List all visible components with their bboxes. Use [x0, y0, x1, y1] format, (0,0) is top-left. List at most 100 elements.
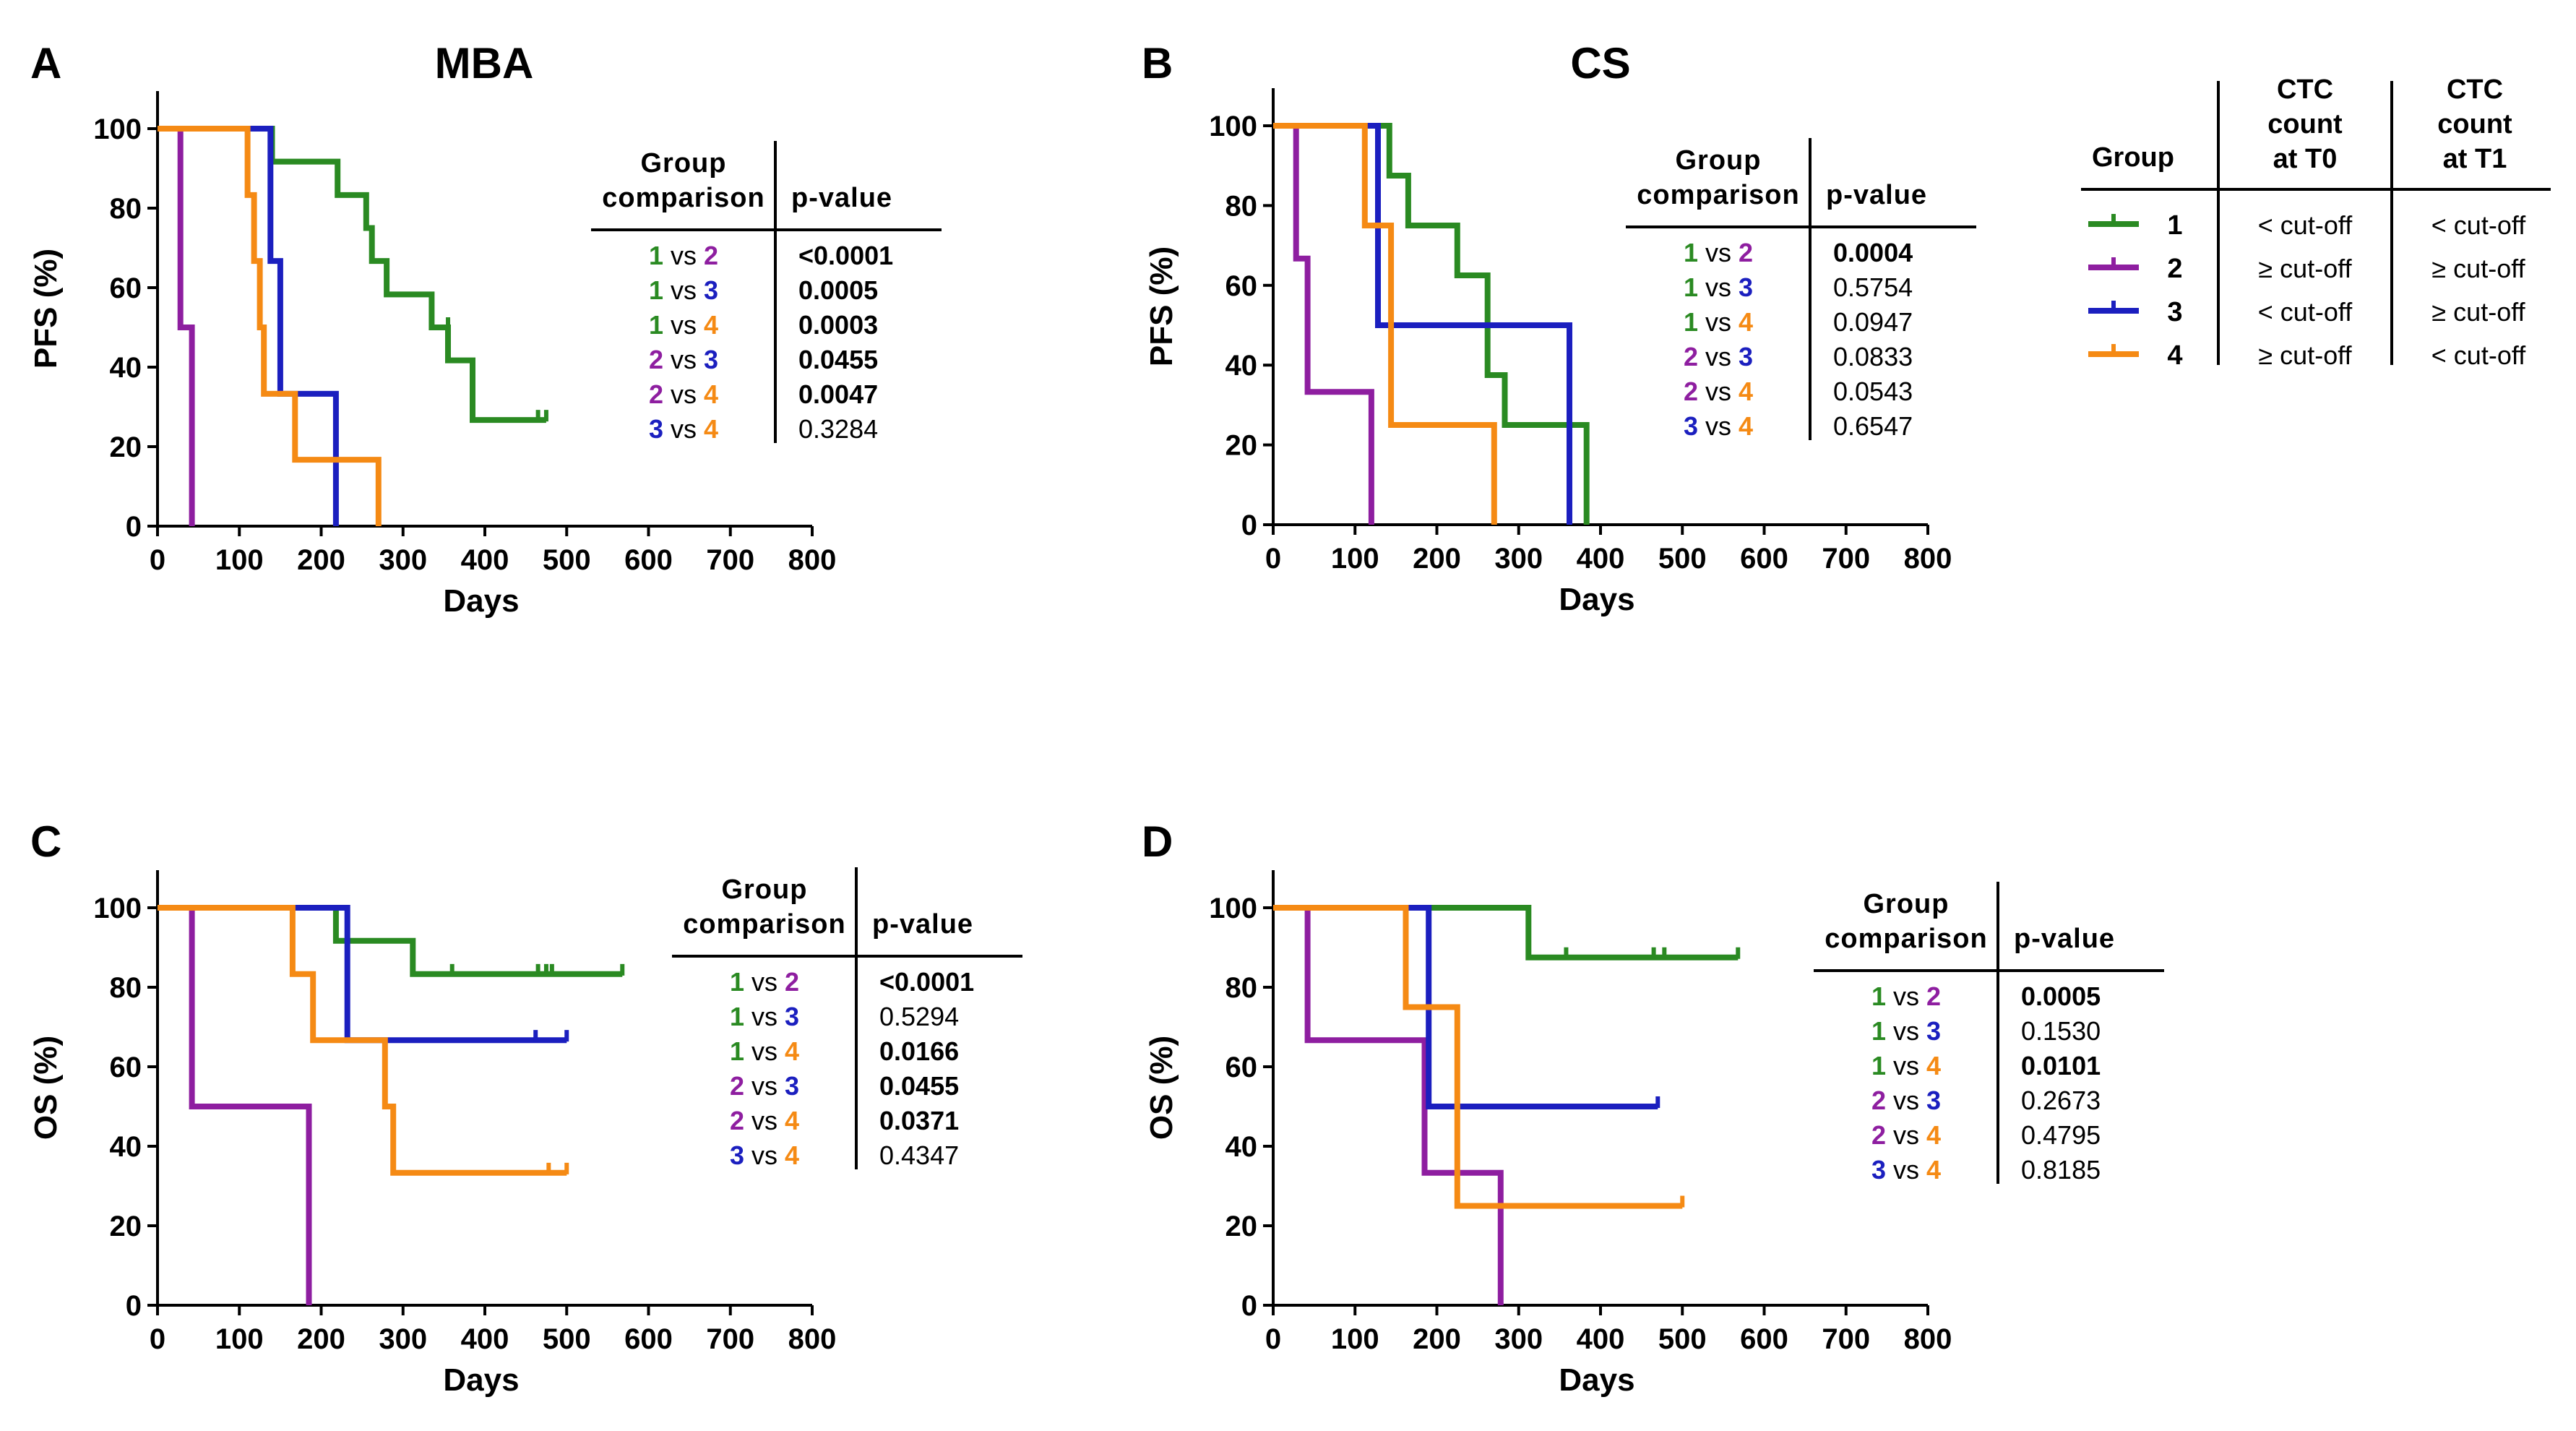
- table-header-comparison: comparison: [1637, 180, 1799, 210]
- p-value: 0.0166: [879, 1036, 959, 1066]
- y-axis-title: OS (%): [1144, 1036, 1179, 1140]
- vs-text: vs: [744, 1140, 785, 1170]
- group-a: 2: [1684, 377, 1698, 406]
- group-b: 3: [1739, 342, 1753, 371]
- x-tick-label: 300: [379, 544, 427, 576]
- y-tick-label: 80: [1225, 190, 1258, 222]
- x-tick-label: 400: [461, 1323, 509, 1355]
- survival-curve-group-2: [1273, 123, 1374, 525]
- vs-text: vs: [663, 414, 704, 444]
- p-value: 0.0947: [1833, 307, 1913, 337]
- y-tick-label: 20: [1225, 430, 1258, 462]
- survival-curve-group-3: [158, 126, 339, 526]
- group-a: 1: [730, 967, 744, 997]
- x-tick-label: 500: [543, 544, 591, 576]
- x-tick-label: 700: [1822, 1323, 1870, 1355]
- survival-curve-group-4: [1273, 905, 1683, 1209]
- legend-group-label: 4: [2167, 340, 2182, 371]
- group-b: 4: [785, 1140, 799, 1170]
- comparison-table: Group comparison p-value 1 vs 2 0.0004 1 vs 3…: [1626, 138, 1976, 441]
- survival-curve-group-2: [158, 126, 195, 526]
- comparison-label: 3 vs 4: [730, 1140, 799, 1170]
- comparison-label: 2 vs 3: [649, 345, 718, 374]
- vs-text: vs: [663, 241, 704, 270]
- group-b: 4: [1739, 377, 1753, 406]
- comparison-label: 3 vs 4: [649, 414, 718, 444]
- x-tick-label: 0: [150, 544, 165, 576]
- x-tick-label: 300: [1494, 543, 1543, 575]
- y-tick-label: 0: [126, 511, 142, 543]
- group-b: 3: [785, 1071, 799, 1101]
- p-value: 0.0455: [798, 345, 878, 374]
- group-b: 4: [704, 414, 718, 444]
- vs-text: vs: [1698, 307, 1739, 337]
- p-value: 0.0047: [798, 379, 878, 409]
- comparison-label: 2 vs 3: [1871, 1086, 1941, 1115]
- y-tick-label: 20: [110, 1211, 142, 1242]
- vs-text: vs: [663, 379, 704, 409]
- vs-text: vs: [1886, 1051, 1926, 1080]
- legend-group-label: 3: [2167, 297, 2182, 327]
- y-axis-title: OS (%): [28, 1036, 64, 1140]
- vs-text: vs: [1698, 342, 1739, 371]
- comparison-label: 2 vs 4: [730, 1106, 799, 1135]
- p-value: 0.0543: [1833, 377, 1913, 406]
- p-value: 0.0005: [2021, 981, 2101, 1011]
- legend-t1-value: < cut-off: [2431, 210, 2526, 240]
- y-tick-label: 20: [110, 431, 142, 463]
- y-tick-label: 80: [110, 972, 142, 1004]
- x-tick-label: 0: [1265, 1323, 1281, 1355]
- group-b: 4: [1739, 307, 1753, 337]
- y-tick-label: 60: [1225, 270, 1258, 302]
- p-value: <0.0001: [879, 967, 974, 997]
- p-value: 0.8185: [2021, 1155, 2101, 1185]
- survival-curve-group-1: [1273, 905, 1739, 961]
- legend-header-t1: count: [2437, 109, 2512, 139]
- table-header-group: Group: [1864, 889, 1950, 919]
- group-b: 3: [785, 1002, 799, 1031]
- comparison-label: 1 vs 2: [649, 241, 718, 270]
- x-axis-title: Days: [443, 583, 519, 619]
- legend-t0-value: ≥ cut-off: [2258, 340, 2352, 370]
- vs-text: vs: [1698, 411, 1739, 441]
- vs-text: vs: [663, 275, 704, 305]
- panel-letter: D: [1142, 817, 1173, 866]
- group-b: 2: [1926, 981, 1941, 1011]
- comparison-label: 1 vs 4: [649, 310, 718, 340]
- y-tick-label: 40: [1225, 1131, 1258, 1163]
- table-header-comparison: comparison: [683, 909, 845, 940]
- panel-title: CS: [1570, 39, 1630, 87]
- legend-t0-value: < cut-off: [2258, 297, 2353, 327]
- group-b: 2: [1739, 238, 1753, 267]
- table-header-pvalue: p-value: [872, 909, 973, 940]
- y-tick-label: 100: [93, 893, 142, 924]
- x-tick-label: 500: [1658, 1323, 1707, 1355]
- x-tick-label: 600: [1740, 543, 1788, 575]
- group-a: 2: [1871, 1120, 1886, 1150]
- x-axis-title: Days: [1559, 1362, 1634, 1398]
- x-tick-label: 400: [461, 544, 509, 576]
- group-a: 3: [1684, 411, 1698, 441]
- survival-curve-group-3: [1273, 905, 1658, 1109]
- p-value: 0.5754: [1833, 272, 1913, 302]
- x-axis-title: Days: [1559, 582, 1634, 617]
- group-b: 3: [1926, 1016, 1941, 1046]
- y-tick-label: 100: [93, 113, 142, 145]
- vs-text: vs: [663, 310, 704, 340]
- vs-text: vs: [1698, 377, 1739, 406]
- x-tick-label: 700: [706, 544, 754, 576]
- x-tick-label: 200: [1413, 543, 1461, 575]
- comparison-label: 1 vs 2: [1871, 981, 1941, 1011]
- group-b: 4: [1926, 1051, 1941, 1080]
- comparison-label: 2 vs 4: [1871, 1120, 1941, 1150]
- comparison-table: Group comparison p-value 1 vs 2 <0.0001 1 vs …: [591, 141, 942, 444]
- y-tick-label: 0: [1241, 1290, 1257, 1322]
- legend-header-t1: at T1: [2443, 144, 2507, 174]
- y-axis-title: PFS (%): [28, 249, 64, 369]
- y-tick-label: 100: [1209, 111, 1257, 142]
- table-header-pvalue: p-value: [2014, 924, 2115, 954]
- survival-curve-group-2: [158, 905, 312, 1305]
- group-a: 3: [730, 1140, 744, 1170]
- group-b: 4: [1926, 1155, 1941, 1185]
